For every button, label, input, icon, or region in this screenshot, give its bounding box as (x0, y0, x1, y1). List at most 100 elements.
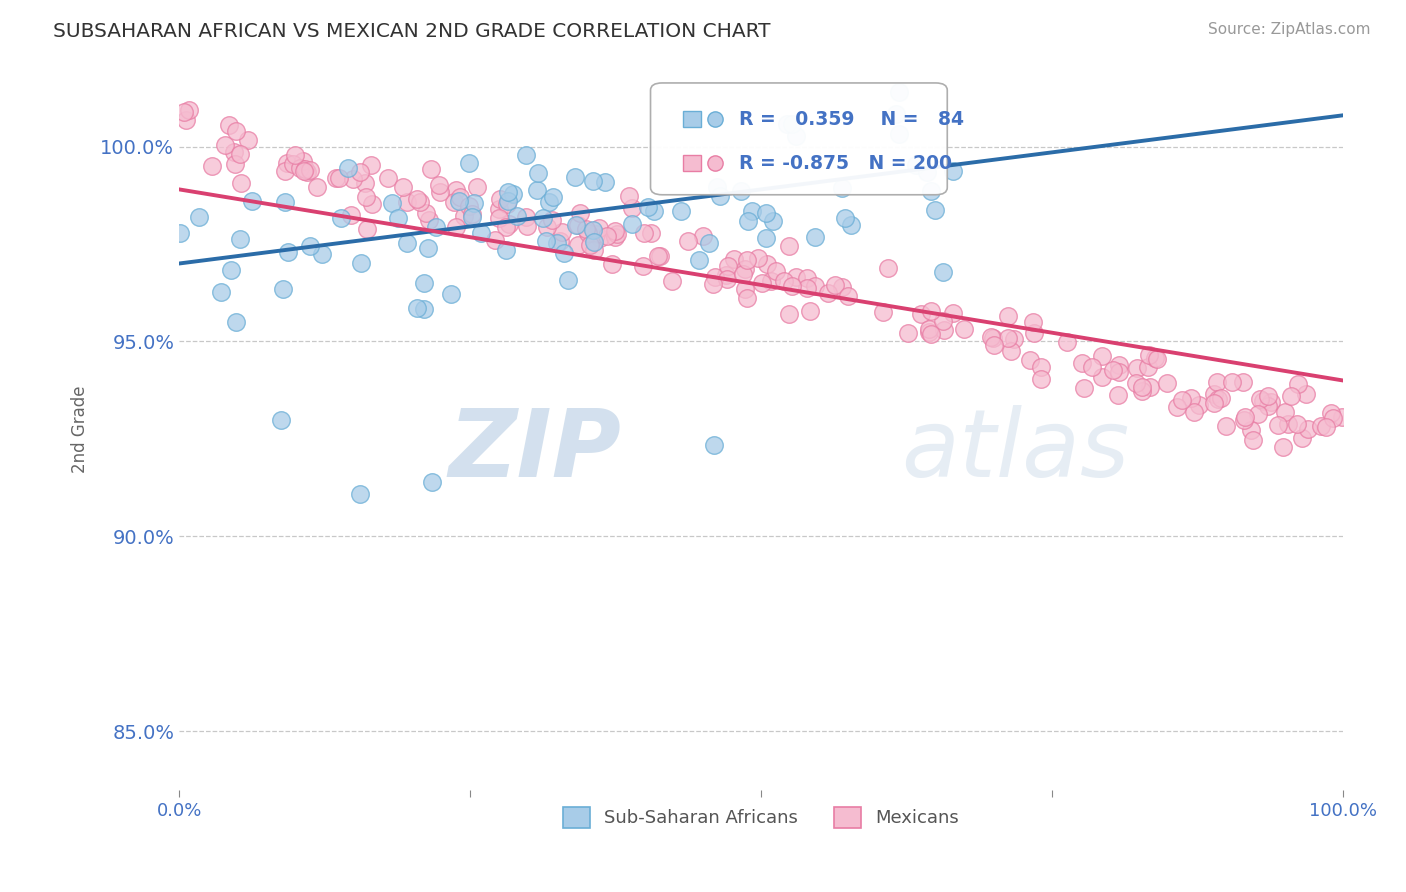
Point (443, 194, 465, 209)
Point (173, 105, 195, 120)
Point (997, 310, 1019, 324)
Point (502, 186, 524, 201)
Point (588, 221, 610, 235)
Point (621, 218, 644, 232)
Point (569, 206, 592, 220)
Point (179, 103, 201, 117)
Point (831, 181, 853, 195)
Point (169, 226, 191, 240)
Point (567, 237, 589, 252)
Point (905, 158, 928, 172)
Point (785, 269, 807, 284)
Point (457, 199, 479, 213)
Point (1267, 418, 1289, 433)
Point (780, 278, 803, 293)
Point (942, 305, 965, 319)
Point (1070, 356, 1092, 370)
Point (307, 180, 329, 194)
Point (706, 179, 728, 194)
Point (1029, 372, 1052, 386)
Point (325, 170, 347, 185)
Point (1130, 384, 1153, 398)
Point (311, 247, 333, 261)
Point (671, 204, 693, 219)
Point (1202, 387, 1225, 401)
Point (730, 184, 752, 198)
Point (723, 252, 745, 266)
Point (631, 259, 654, 273)
Point (484, 233, 506, 247)
Point (505, 209, 527, 223)
Point (349, 165, 371, 179)
Point (596, 228, 619, 243)
Point (360, 158, 382, 172)
Point (751, 276, 773, 290)
Y-axis label: 2nd Grade: 2nd Grade (72, 385, 89, 473)
Point (804, 230, 827, 244)
Point (496, 185, 519, 199)
Point (449, 190, 471, 204)
Point (796, 281, 818, 295)
Point (526, 166, 548, 180)
Point (277, 245, 299, 260)
Point (997, 330, 1019, 344)
Point (447, 194, 470, 209)
Point (1019, 353, 1042, 368)
Point (412, 276, 434, 290)
Point (741, 204, 763, 219)
Point (174, 113, 197, 128)
Point (887, 127, 910, 141)
Point (377, 171, 399, 186)
Point (735, 291, 758, 305)
Point (337, 161, 360, 175)
Point (1137, 348, 1160, 362)
Point (515, 210, 537, 224)
Point (643, 203, 665, 218)
Point (1125, 376, 1147, 390)
Point (381, 195, 404, 210)
Point (457, 156, 479, 170)
Point (1022, 315, 1045, 329)
Point (582, 223, 605, 237)
Text: Source: ZipAtlas.com: Source: ZipAtlas.com (1208, 22, 1371, 37)
Point (495, 220, 517, 235)
Point (425, 220, 447, 235)
Point (1102, 362, 1125, 376)
Point (886, 107, 908, 121)
Point (288, 161, 311, 176)
Point (918, 321, 941, 335)
Point (225, 124, 247, 138)
Point (498, 217, 520, 231)
Point (582, 174, 605, 188)
Point (488, 211, 510, 225)
Point (224, 157, 246, 171)
Point (1091, 369, 1114, 384)
Point (1137, 359, 1160, 374)
Point (1220, 375, 1243, 389)
Point (717, 260, 740, 274)
Point (603, 230, 626, 244)
Point (229, 176, 252, 190)
Text: atlas: atlas (901, 405, 1129, 496)
Point (1166, 401, 1188, 415)
Point (496, 194, 519, 208)
Point (1251, 394, 1274, 409)
Point (1180, 391, 1202, 405)
Point (551, 225, 574, 239)
Point (354, 176, 377, 190)
Point (1139, 380, 1161, 394)
Point (396, 236, 419, 251)
Text: ZIP: ZIP (449, 405, 621, 497)
Point (349, 486, 371, 500)
Point (295, 164, 318, 178)
Point (640, 226, 662, 240)
Point (983, 338, 1005, 352)
FancyBboxPatch shape (651, 83, 948, 194)
Point (1315, 419, 1337, 434)
Point (1330, 410, 1353, 425)
Point (516, 219, 538, 233)
Point (1233, 412, 1256, 426)
Point (429, 185, 451, 199)
Point (737, 253, 759, 268)
Point (920, 304, 942, 318)
